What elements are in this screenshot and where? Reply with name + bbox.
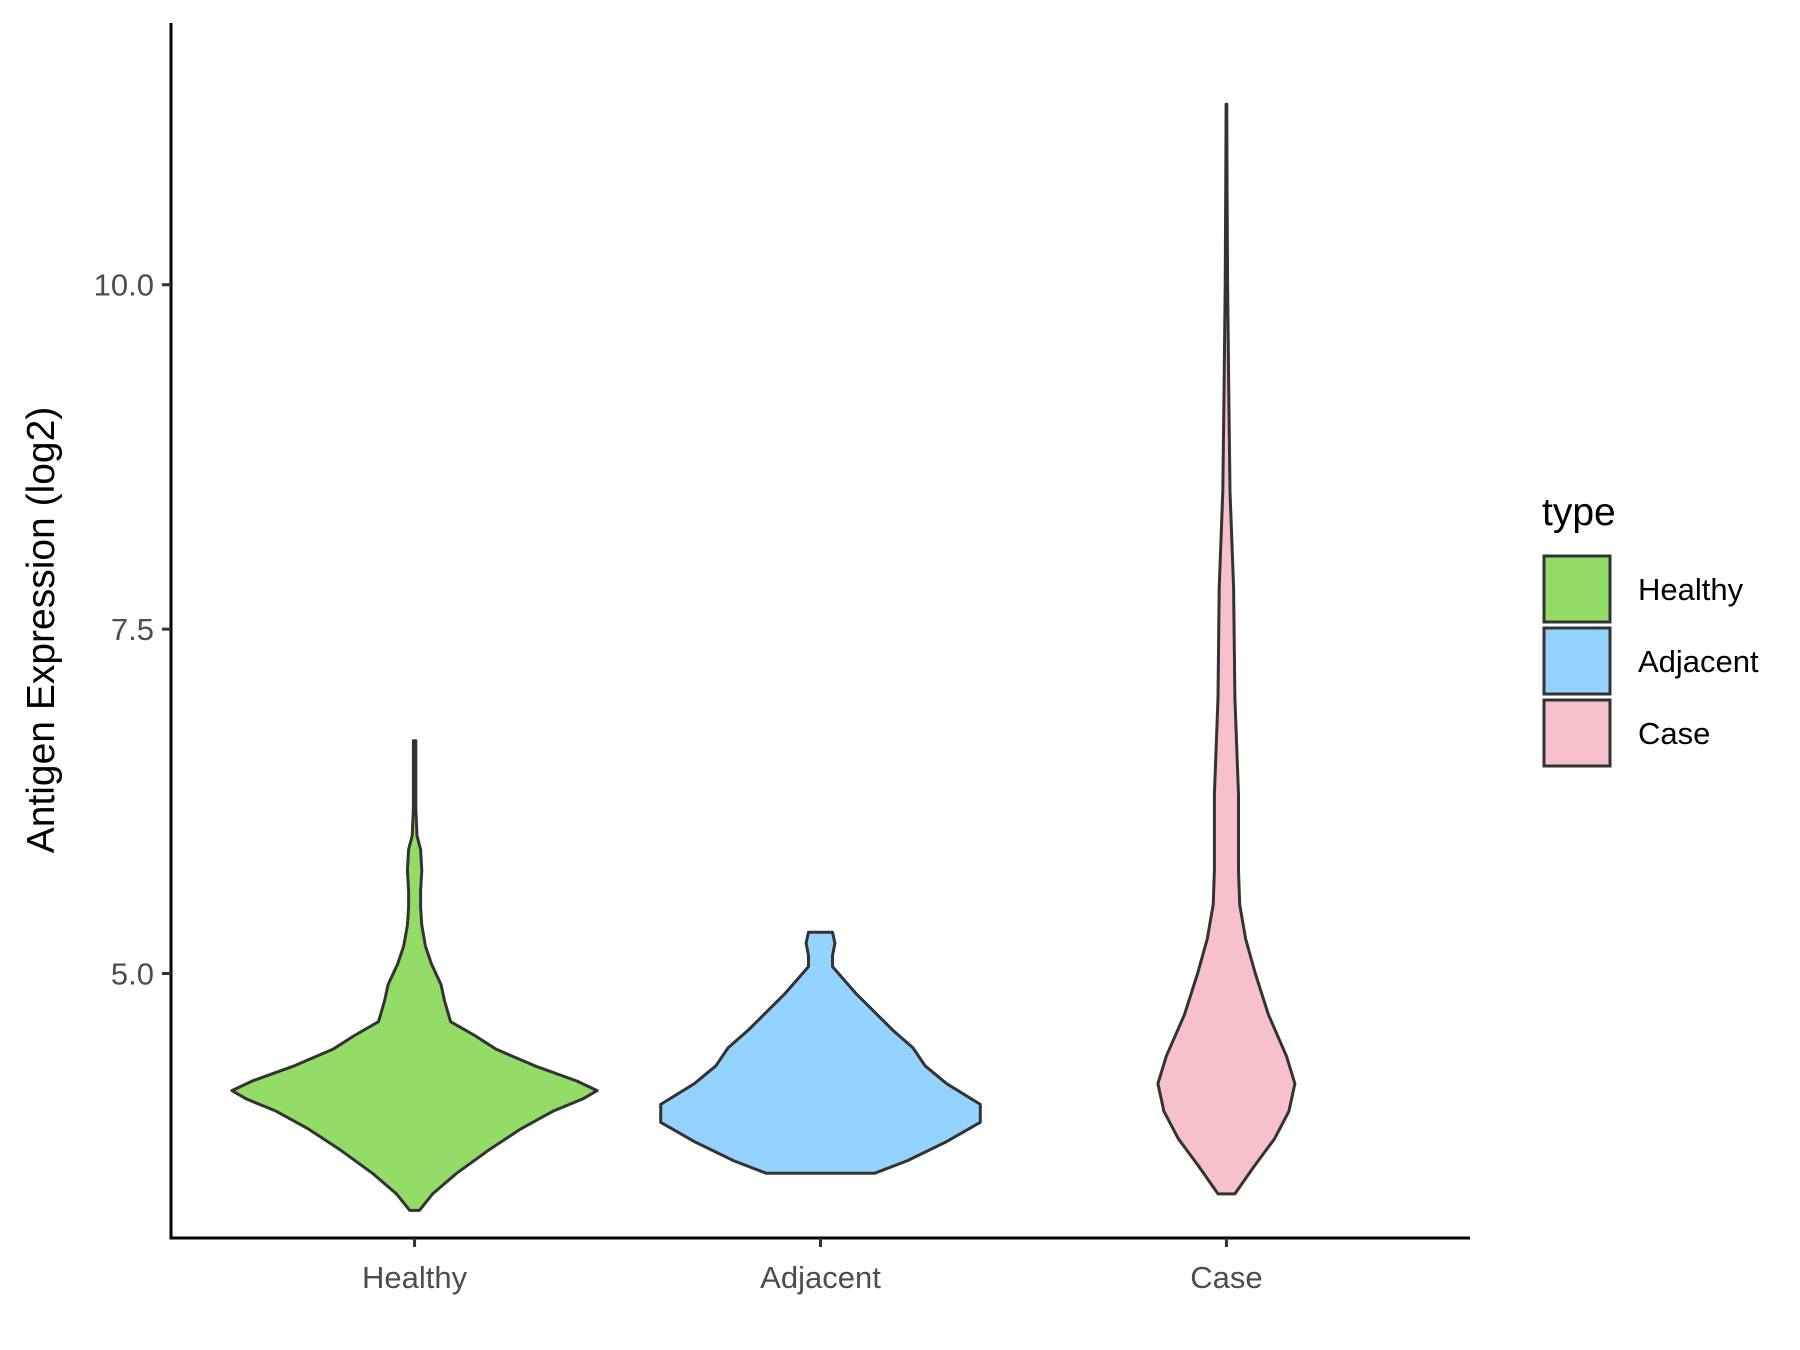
legend-label-adjacent: Adjacent xyxy=(1638,644,1759,679)
legend-swatch-healthy xyxy=(1542,554,1612,624)
violin-case xyxy=(1156,102,1297,1196)
y-tick-label: 7.5 xyxy=(111,612,154,647)
x-tick-label: Healthy xyxy=(362,1260,468,1295)
y-ticks: 5.0 7.5 10.0 xyxy=(94,268,171,992)
x-ticks: Healthy Adjacent Case xyxy=(362,1238,1263,1295)
violin-adjacent xyxy=(659,930,982,1175)
x-tick-label: Case xyxy=(1190,1260,1262,1295)
legend-label-case: Case xyxy=(1638,716,1710,751)
legend-swatch-case xyxy=(1542,698,1612,768)
legend-entries: Healthy Adjacent Case xyxy=(1542,554,1759,768)
y-axis-title: Antigen Expression (log2) xyxy=(20,407,63,854)
legend-swatch-adjacent xyxy=(1542,626,1612,696)
x-tick-label: Adjacent xyxy=(760,1260,881,1295)
y-tick-label: 10.0 xyxy=(94,268,154,303)
legend-title: type xyxy=(1542,491,1616,534)
y-tick-label: 5.0 xyxy=(111,957,154,992)
legend: type Healthy Adjacent Case xyxy=(1542,491,1759,768)
legend-label-healthy: Healthy xyxy=(1638,572,1744,607)
violin-healthy xyxy=(230,739,599,1212)
violins xyxy=(230,102,1297,1212)
